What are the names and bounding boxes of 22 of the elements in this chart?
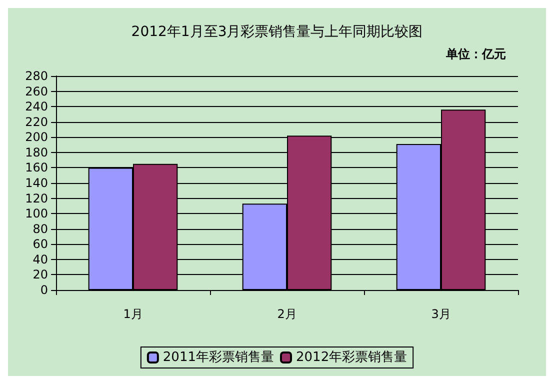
y-tick-label: 240 [25,100,48,114]
legend-label: 2012年彩票销售量 [296,350,408,365]
y-tick-label: 200 [25,130,48,144]
legend-label: 2011年彩票销售量 [162,350,274,365]
x-tick-label: 2月 [277,307,297,321]
x-tick-label: 1月 [123,307,143,321]
y-tick-label: 280 [25,69,48,83]
y-tick-label: 20 [32,268,48,282]
y-tick-label: 0 [40,283,48,297]
y-tick-label: 100 [25,206,48,221]
y-tick-label: 40 [32,252,48,266]
y-tick-label: 160 [25,160,48,175]
y-tick-label: 80 [32,222,48,236]
y-tick-label: 180 [25,145,48,160]
x-tick-label: 3月 [431,307,451,321]
y-tick-label: 140 [25,176,48,190]
y-tick-label: 260 [25,84,48,98]
y-tick-label: 120 [25,191,48,206]
y-tick-label: 60 [32,237,48,252]
text: 单位：亿元 [445,47,506,61]
y-tick-label: 220 [25,114,48,129]
chart-title: 2012年1月至3月彩票销售量与上年同期比较图 [131,24,423,40]
